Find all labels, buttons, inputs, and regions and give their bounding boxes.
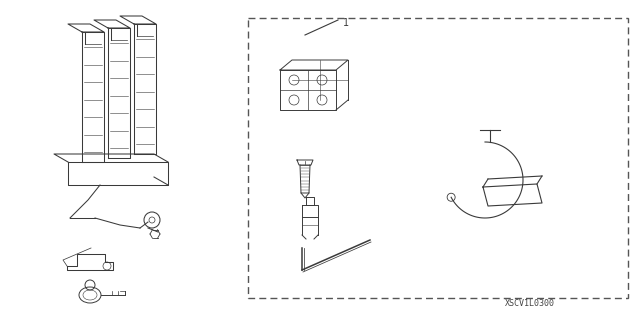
Text: XSCV1L0300: XSCV1L0300: [505, 299, 555, 308]
Text: 1: 1: [343, 18, 349, 28]
Bar: [248, 18, 628, 298]
